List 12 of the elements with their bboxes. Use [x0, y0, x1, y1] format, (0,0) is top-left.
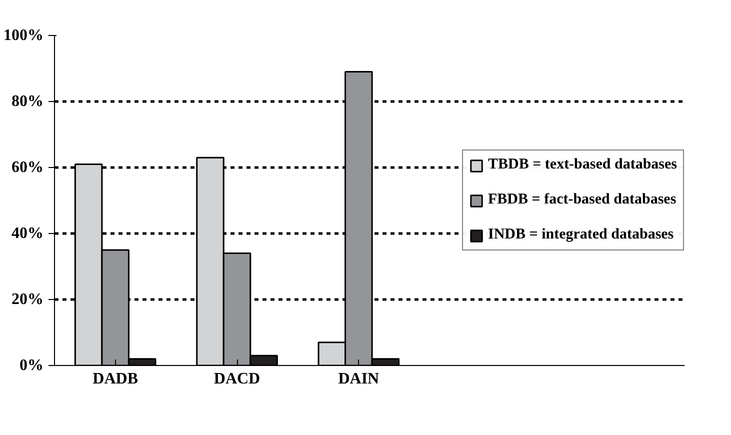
y-tick-label: 100% [4, 27, 44, 44]
y-tick-label: 60% [12, 159, 44, 176]
y-tick-label: 80% [12, 93, 44, 110]
y-tick-label: 0% [20, 357, 44, 374]
legend-label: INDB = integrated databases [488, 226, 674, 244]
x-tick-label: DACD [214, 370, 260, 388]
x-tick-label: DADB [92, 370, 138, 388]
legend-label: FBDB = fact-based databases [488, 192, 676, 208]
y-tick-label: 20% [12, 291, 44, 308]
x-tick-label: DAIN [338, 370, 380, 388]
legend-label: TBDB = text-based databases [488, 156, 677, 174]
y-tick-label: 40% [12, 225, 44, 242]
